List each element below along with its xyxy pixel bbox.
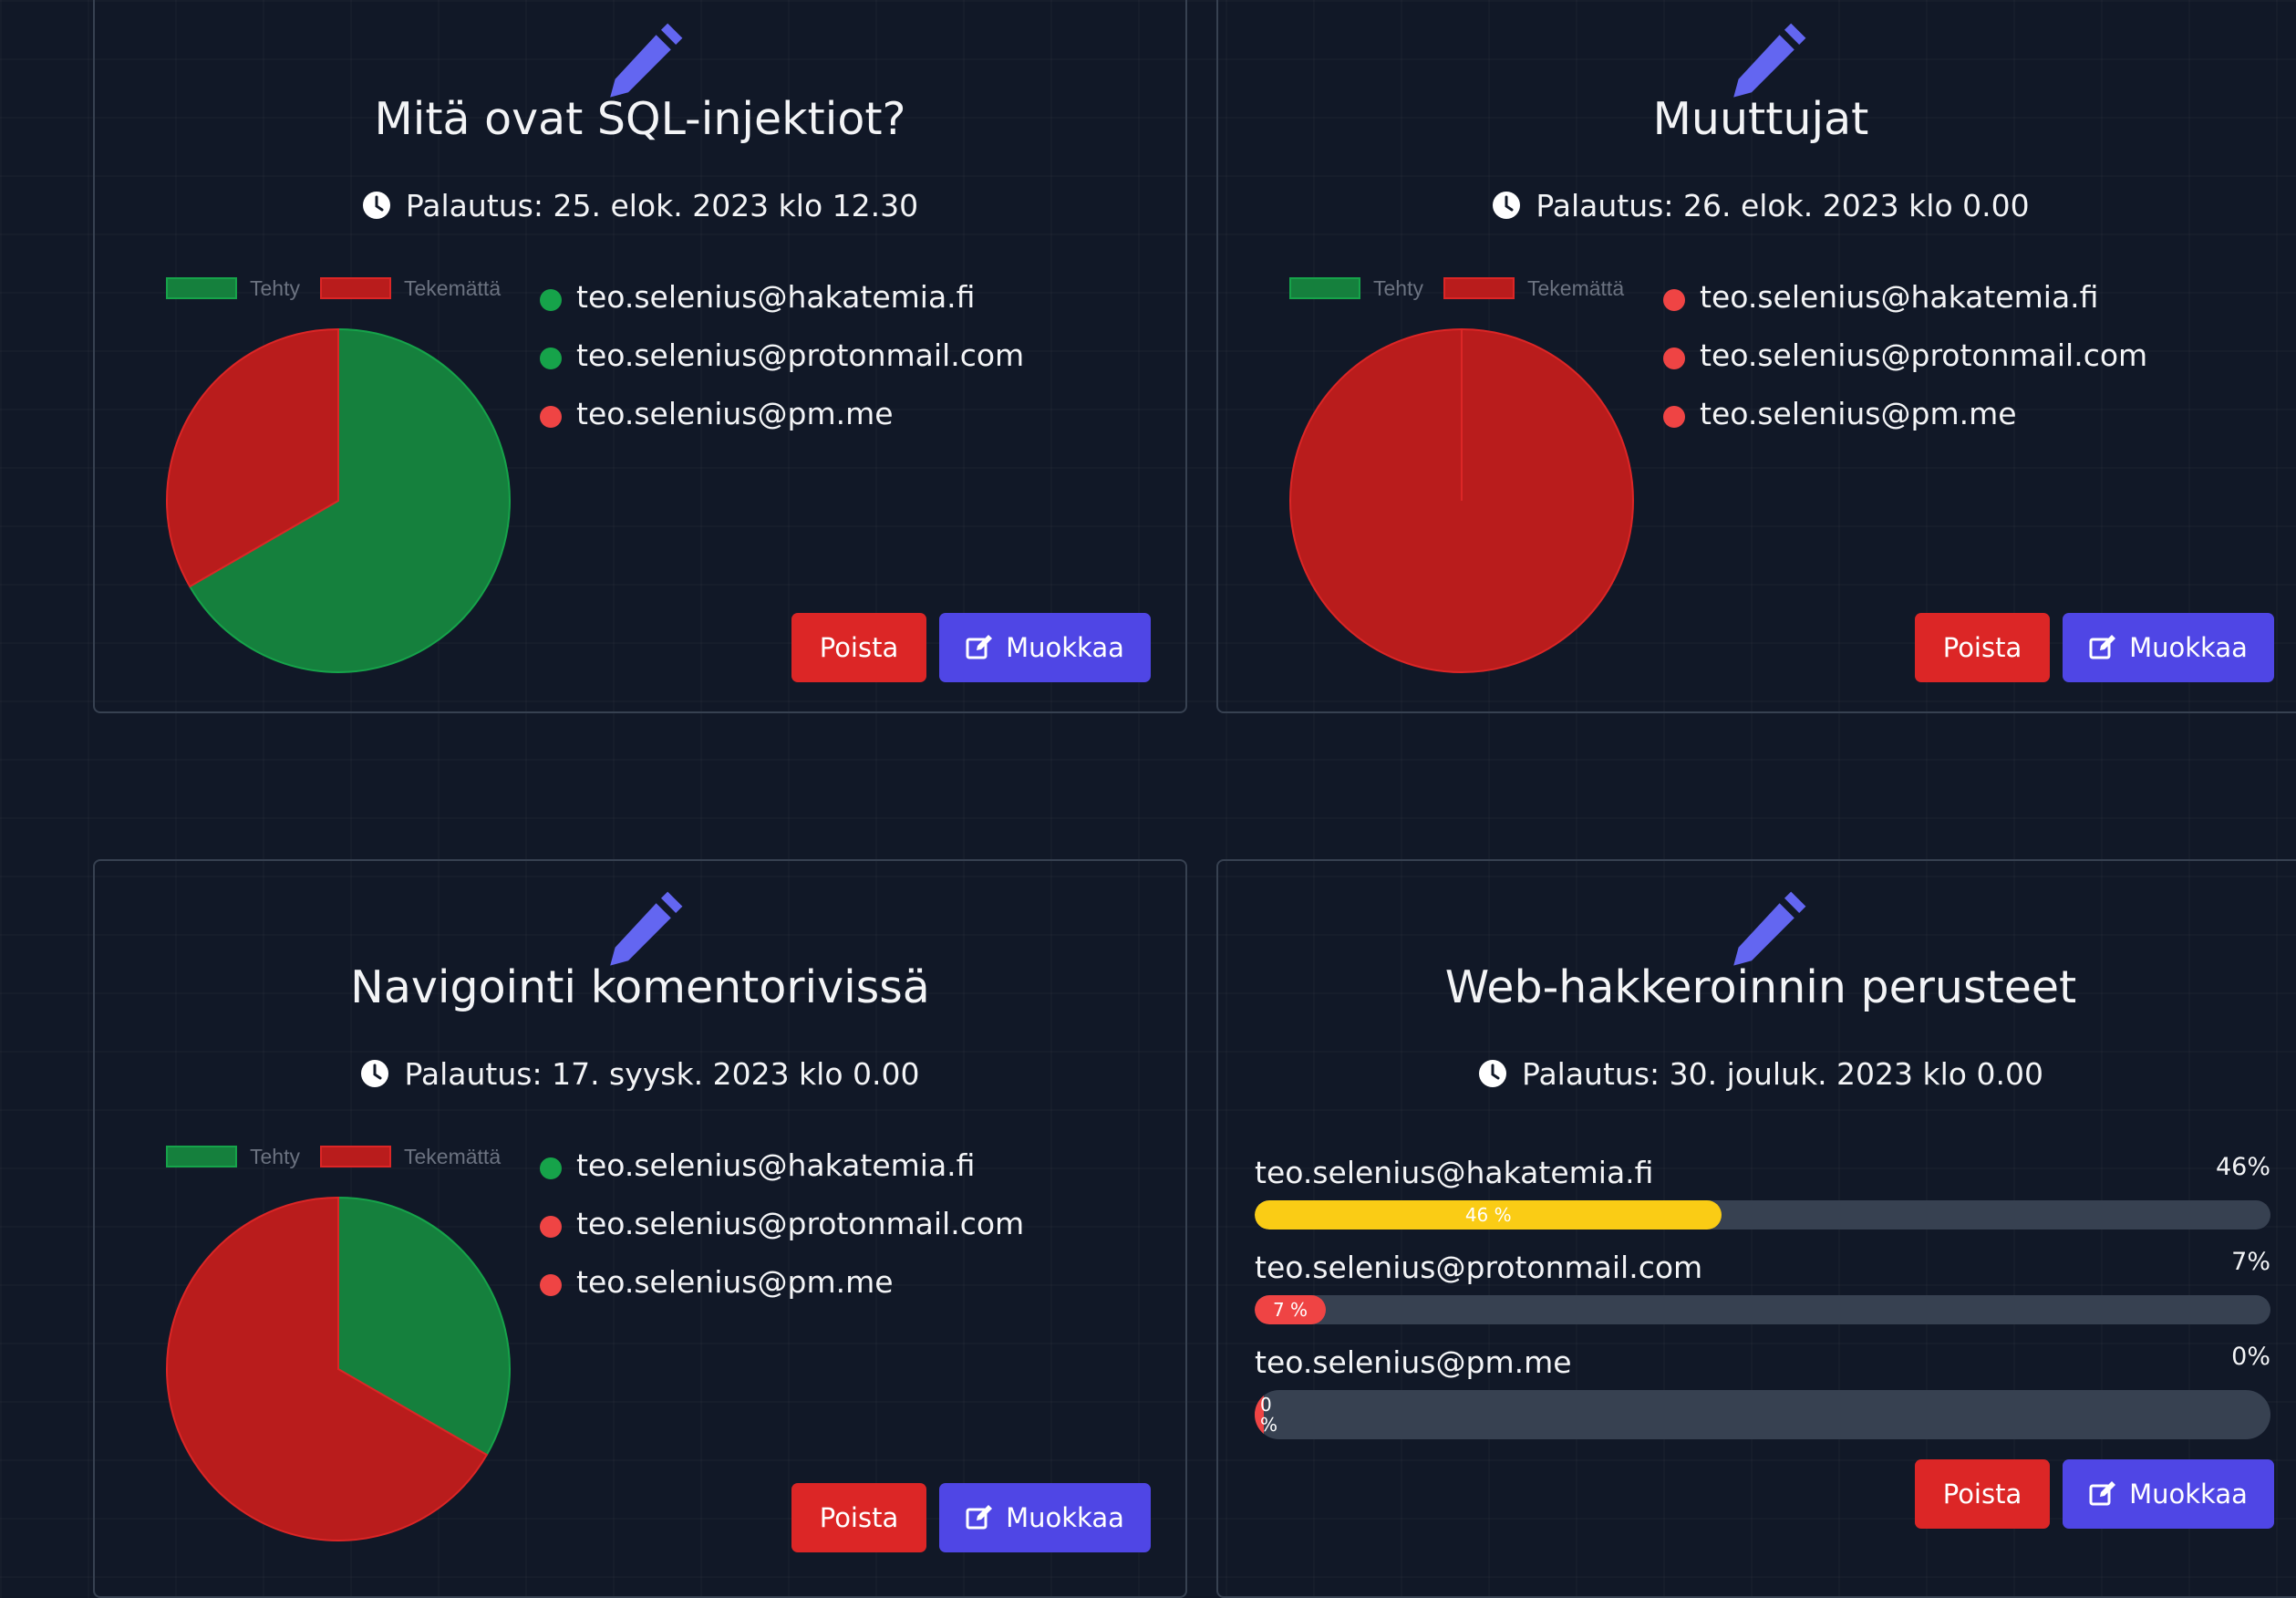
student-email: teo.selenius@hakatemia.fi [576, 1147, 976, 1183]
progress-percent: 7% [2231, 1248, 2270, 1276]
assignment-card: Navigointi komentorivissä Palautus: 17. … [93, 859, 1187, 1598]
progress-row: teo.selenius@pm.me 0% 0 % [1255, 1343, 2270, 1439]
legend-label-todo: Tekemättä [1527, 276, 1625, 300]
assignment-title: Web-hakkeroinnin perusteet [1444, 961, 2077, 1013]
edit-button[interactable]: Muokkaa [939, 613, 1151, 682]
due-text: Palautus: 17. syysk. 2023 klo 0.00 [404, 1056, 920, 1092]
student-email: teo.selenius@pm.me [1700, 396, 2017, 431]
pencil-icon [1733, 891, 1806, 966]
completion-pie-chart [166, 1196, 511, 1541]
edit-button[interactable]: Muokkaa [939, 1483, 1151, 1552]
status-dot [1663, 289, 1685, 311]
status-dot [540, 348, 562, 369]
delete-button[interactable]: Poista [791, 613, 926, 682]
edit-icon [2089, 635, 2116, 659]
delete-button[interactable]: Poista [1915, 1459, 2050, 1529]
student-email: teo.selenius@hakatemia.fi [1255, 1155, 1654, 1190]
edit-button[interactable]: Muokkaa [2063, 613, 2274, 682]
due-date: Palautus: 17. syysk. 2023 klo 0.00 [95, 1056, 1185, 1092]
due-text: Palautus: 26. elok. 2023 klo 0.00 [1536, 188, 2030, 223]
assignment-title: Muuttujat [1652, 93, 1869, 145]
status-dot [1663, 406, 1685, 428]
progress-percent: 46% [2215, 1153, 2270, 1181]
delete-button[interactable]: Poista [1915, 613, 2050, 682]
legend-label-todo: Tekemättä [404, 276, 502, 300]
student-email: teo.selenius@hakatemia.fi [576, 279, 976, 315]
legend-swatch-todo [320, 277, 391, 299]
student-email: teo.selenius@protonmail.com [576, 337, 1025, 373]
legend-label-done: Tehty [250, 276, 300, 300]
edit-button-label: Muokkaa [2129, 632, 2248, 663]
due-date: Palautus: 26. elok. 2023 klo 0.00 [1218, 188, 2296, 223]
edit-icon [2089, 1481, 2116, 1506]
status-dot [540, 1274, 562, 1296]
legend-swatch-done [166, 277, 237, 299]
delete-button[interactable]: Poista [791, 1483, 926, 1552]
completion-pie-chart [166, 327, 511, 673]
student-email: teo.selenius@pm.me [1255, 1344, 1572, 1380]
due-date: Palautus: 25. elok. 2023 klo 12.30 [95, 188, 1185, 223]
status-dot [540, 1157, 562, 1179]
progress-row: teo.selenius@hakatemia.fi 46% 46 % [1255, 1153, 2270, 1250]
assignment-card: Mitä ovat SQL-injektiot? Palautus: 25. e… [93, 0, 1187, 713]
clock-icon [1479, 1060, 1507, 1087]
due-text: Palautus: 25. elok. 2023 klo 12.30 [405, 188, 919, 223]
progress-track: 7 % [1255, 1295, 2270, 1324]
edit-icon [966, 635, 993, 659]
student-email: teo.selenius@protonmail.com [1255, 1250, 1703, 1285]
status-dot [540, 406, 562, 428]
pie-slice-todo [166, 1196, 489, 1541]
pie-slice-done [337, 1196, 511, 1457]
student-progress-list: teo.selenius@hakatemia.fi 46% 46 % teo.s… [1255, 1153, 2270, 1439]
pencil-icon [610, 891, 683, 966]
student-email: teo.selenius@pm.me [576, 1264, 894, 1300]
progress-fill: 0 % [1255, 1390, 1277, 1439]
legend-swatch-done [1289, 277, 1360, 299]
legend-label-done: Tehty [1373, 276, 1423, 300]
edit-button-label: Muokkaa [2129, 1479, 2248, 1510]
legend-label-done: Tehty [250, 1145, 300, 1168]
legend-swatch-done [166, 1146, 237, 1167]
student-email: teo.selenius@protonmail.com [1700, 337, 2148, 373]
status-dot [540, 1216, 562, 1238]
clock-icon [1493, 192, 1521, 219]
due-text: Palautus: 30. jouluk. 2023 klo 0.00 [1522, 1056, 2043, 1092]
legend-label-todo: Tekemättä [404, 1145, 502, 1168]
progress-fill: 46 % [1255, 1200, 1722, 1230]
edit-button-label: Muokkaa [1006, 1502, 1124, 1533]
status-dot [1663, 348, 1685, 369]
student-email: teo.selenius@hakatemia.fi [1700, 279, 2099, 315]
student-email: teo.selenius@pm.me [576, 396, 894, 431]
clock-icon [362, 192, 390, 219]
progress-fill: 7 % [1255, 1295, 1326, 1324]
assignment-card: Muuttujat Palautus: 26. elok. 2023 klo 0… [1216, 0, 2296, 713]
edit-button[interactable]: Muokkaa [2063, 1459, 2274, 1529]
pencil-icon [1733, 23, 1806, 98]
progress-track: 0 % [1255, 1390, 2270, 1439]
progress-track: 46 % [1255, 1200, 2270, 1230]
assignment-title: Navigointi komentorivissä [350, 961, 930, 1013]
status-dot [540, 289, 562, 311]
pencil-icon [610, 23, 683, 98]
edit-icon [966, 1505, 993, 1530]
assignment-card: Web-hakkeroinnin perusteet Palautus: 30.… [1216, 859, 2296, 1598]
progress-row: teo.selenius@protonmail.com 7% 7 % [1255, 1248, 2270, 1344]
completion-pie-chart [1289, 328, 1634, 673]
pie-slice-done [188, 327, 511, 673]
progress-percent: 0% [2231, 1343, 2270, 1371]
edit-button-label: Muokkaa [1006, 632, 1124, 663]
due-date: Palautus: 30. jouluk. 2023 klo 0.00 [1218, 1056, 2296, 1092]
legend-swatch-todo [1443, 277, 1515, 299]
student-email: teo.selenius@protonmail.com [576, 1206, 1025, 1241]
pie-slice-todo [166, 327, 339, 588]
assignment-title: Mitä ovat SQL-injektiot? [374, 93, 906, 145]
clock-icon [361, 1060, 389, 1087]
legend-swatch-todo [320, 1146, 391, 1167]
